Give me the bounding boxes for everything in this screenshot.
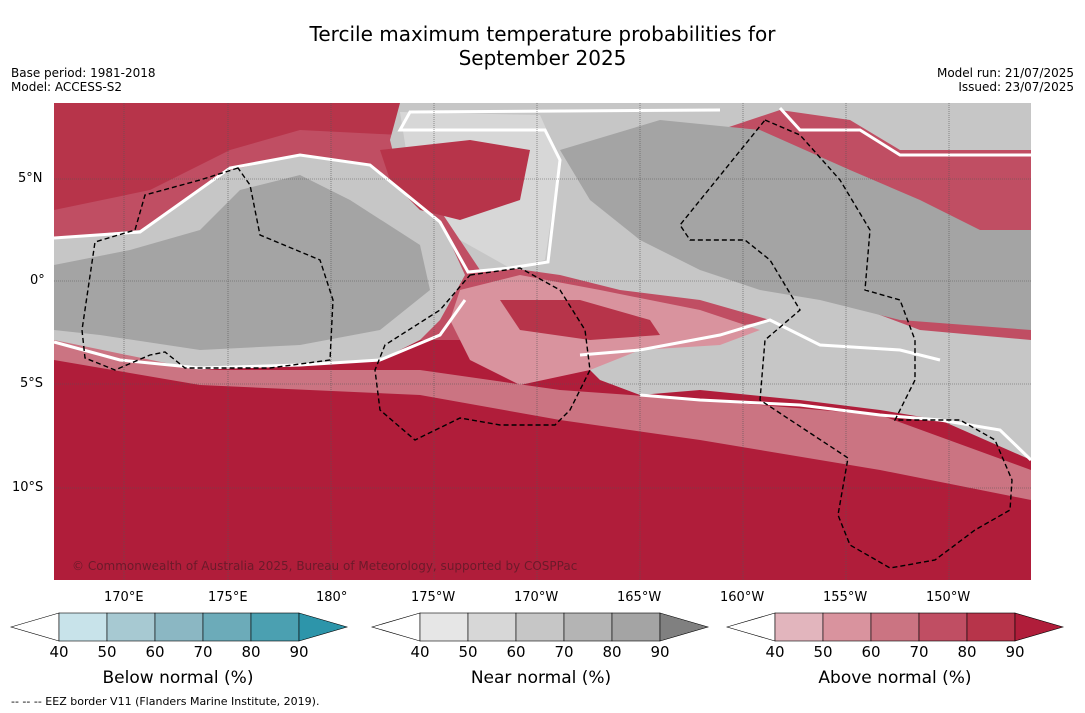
cb-near-tick-60: 60 xyxy=(506,643,526,661)
cb-above-bin-3 xyxy=(870,612,920,642)
region-above-south-1 xyxy=(54,340,1031,500)
lon-label-170w: 170°W xyxy=(514,590,559,605)
cb-above-bin-1 xyxy=(774,612,824,642)
cb-below-bin-2 xyxy=(106,612,156,642)
cb-above-tick-50: 50 xyxy=(813,643,833,661)
cb-near-label: Near normal (%) xyxy=(470,668,612,688)
region-near-normal-west-dark xyxy=(54,175,430,350)
cb-below-bin-3 xyxy=(154,612,204,642)
cb-above-tick-40: 40 xyxy=(765,643,785,661)
cb-above-tick-80: 80 xyxy=(957,643,977,661)
cb-above-bin-5 xyxy=(966,612,1016,642)
cb-below-tick-90: 90 xyxy=(289,643,309,661)
cb-above-tick-70: 70 xyxy=(909,643,929,661)
cb-below-tick-80: 80 xyxy=(241,643,261,661)
lon-label-155w: 155°W xyxy=(823,590,868,605)
cb-above-bin-2 xyxy=(822,612,872,642)
cb-below-bin-4 xyxy=(202,612,252,642)
eez-borders xyxy=(81,119,1013,569)
cb-near-tick-90: 90 xyxy=(650,643,670,661)
region-above-north-central xyxy=(380,140,530,220)
cb-near-tick-40: 40 xyxy=(410,643,430,661)
map-title-line2: September 2025 xyxy=(458,46,627,70)
cb-near-extend-low xyxy=(370,612,421,642)
cb-above-extend-high xyxy=(1014,612,1065,642)
cb-near-bin-4 xyxy=(563,612,613,642)
copyright-notice: © Commonwealth of Australia 2025, Bureau… xyxy=(72,559,578,573)
contour-boundary-north xyxy=(53,108,721,274)
cb-near-bin-1 xyxy=(419,612,469,642)
lon-label-170e: 170°E xyxy=(104,590,144,605)
cb-below-tick-70: 70 xyxy=(193,643,213,661)
cb-below-label: Below normal (%) xyxy=(102,668,254,688)
eez-kiribati-gilbert xyxy=(81,167,334,371)
cb-below-bin-1 xyxy=(58,612,108,642)
cb-above-extend-low xyxy=(725,612,776,642)
region-near-normal-east-dark xyxy=(560,120,1031,330)
cb-near-tick-70: 70 xyxy=(554,643,574,661)
cb-near-bin-2 xyxy=(467,612,517,642)
cb-near-extend-high xyxy=(659,612,710,642)
model-run: Model run: 21/07/2025 xyxy=(936,66,1074,80)
cb-above-tick-60: 60 xyxy=(861,643,881,661)
meta-right: Model run: 21/07/2025 Issued: 23/07/2025 xyxy=(937,66,1074,94)
cb-below-bin-5 xyxy=(250,612,300,642)
map-title-line1: Tercile maximum temperature probabilitie… xyxy=(309,22,776,46)
base-period: Base period: 1981-2018 xyxy=(11,66,156,80)
lat-label-10s: 10°S xyxy=(12,480,44,495)
cb-near-bin-3 xyxy=(515,612,565,642)
eez-footer-note: -- -- -- EEZ border V11 (Flanders Marine… xyxy=(11,695,320,708)
cb-above-tick-90: 90 xyxy=(1005,643,1025,661)
model-name: Model: ACCESS-S2 xyxy=(11,80,123,94)
cb-above-bin-4 xyxy=(918,612,968,642)
map-area xyxy=(53,103,1033,580)
cb-below-tick-50: 50 xyxy=(97,643,117,661)
lat-label-5n: 5°N xyxy=(18,171,43,186)
cb-near-tick-80: 80 xyxy=(602,643,622,661)
lon-label-180: 180° xyxy=(316,590,348,605)
cb-below-extend-low xyxy=(9,612,60,642)
issued-date: Issued: 23/07/2025 xyxy=(958,80,1074,94)
cb-below-extend-high xyxy=(298,612,349,642)
region-above-central-dark xyxy=(500,300,660,340)
lon-label-150w: 150°W xyxy=(926,590,971,605)
cb-above-label: Above normal (%) xyxy=(818,668,972,688)
meta-left: Base period: 1981-2018 Model: ACCESS-S2 xyxy=(11,66,156,94)
cb-below-tick-60: 60 xyxy=(145,643,165,661)
lon-label-175w: 175°W xyxy=(411,590,456,605)
cb-near-bin-5 xyxy=(611,612,661,642)
cb-below-tick-40: 40 xyxy=(49,643,69,661)
lon-label-160w: 160°W xyxy=(720,590,765,605)
lon-label-175e: 175°E xyxy=(208,590,248,605)
eez-line-islands xyxy=(679,119,1013,569)
cb-near-tick-50: 50 xyxy=(458,643,478,661)
lon-label-165w: 165°W xyxy=(617,590,662,605)
grid-lines xyxy=(54,103,1031,580)
lat-label-eq: 0° xyxy=(30,273,45,288)
lat-label-5s: 5°S xyxy=(20,376,44,391)
contour-boundary-south xyxy=(53,299,467,370)
region-north-pink xyxy=(54,103,400,210)
eez-phoenix xyxy=(374,267,591,441)
contour-boundary-ne xyxy=(778,106,1031,157)
